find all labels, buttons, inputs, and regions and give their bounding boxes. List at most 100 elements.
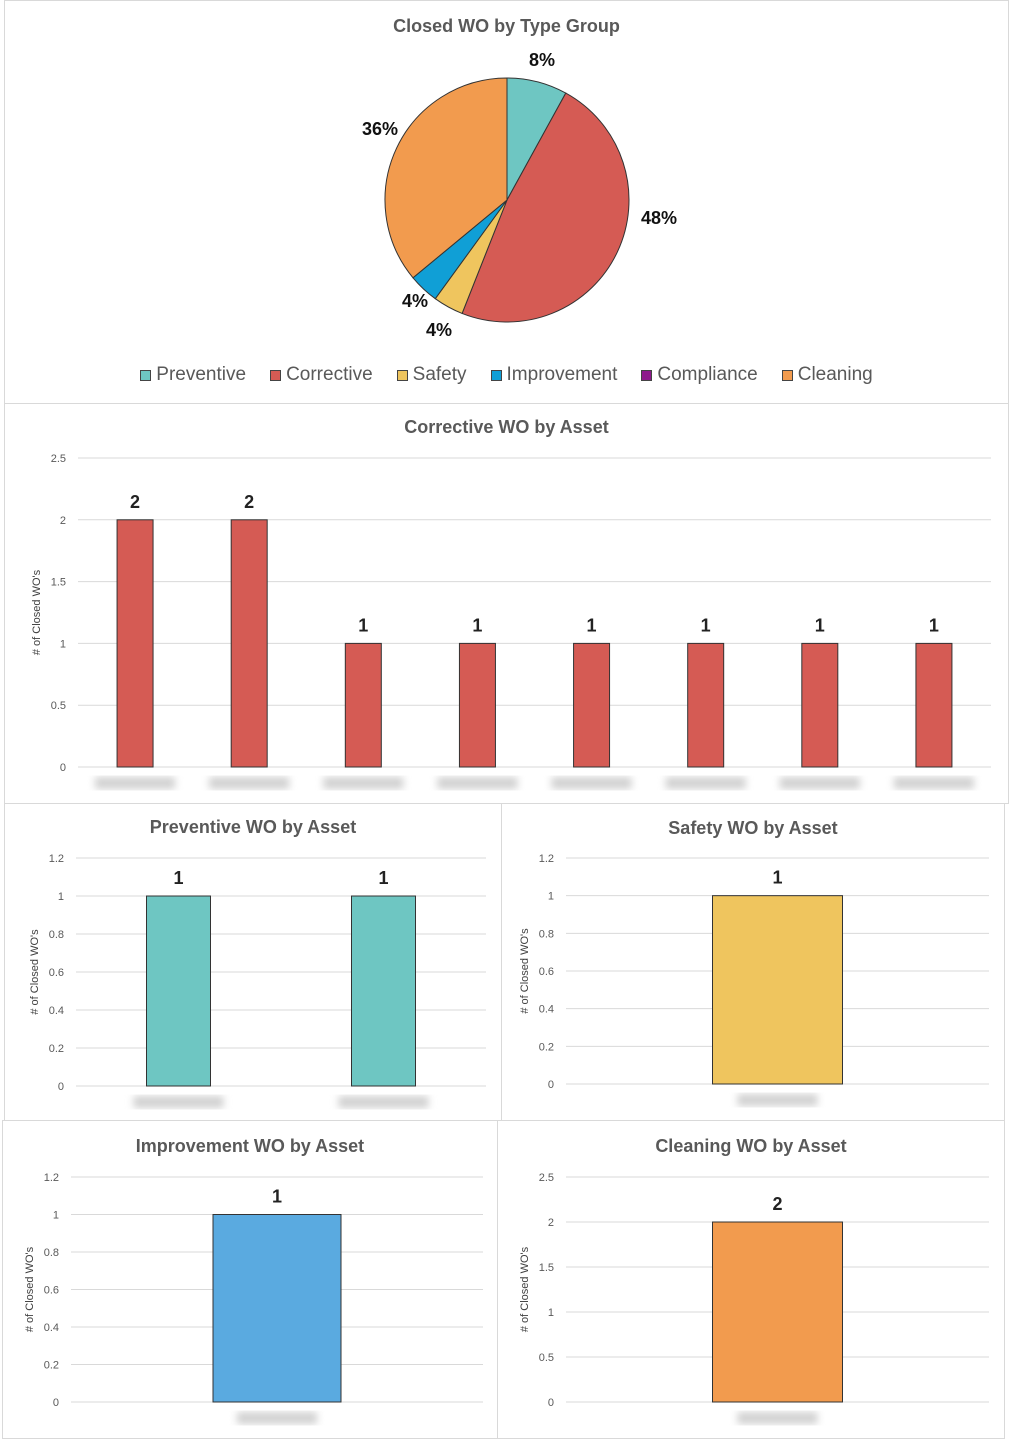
legend-label: Corrective: [286, 364, 373, 385]
data-label: 2: [772, 1194, 782, 1214]
y-axis-title: # of Closed WO's: [29, 929, 41, 1015]
y-tick-label: 0: [58, 1081, 64, 1093]
bar: [351, 895, 416, 1087]
data-label: 4%: [426, 320, 452, 340]
y-tick-label: 0: [548, 1079, 554, 1091]
legend-item: Preventive: [140, 364, 246, 386]
chart-title: Cleaning WO by Asset: [655, 1136, 847, 1156]
x-tick-label-blurred: [209, 777, 290, 789]
y-tick-label: 1.2: [44, 1172, 59, 1184]
cleaning-bar-chart: 0 0.5 1 1.5 2 2.5 # of Closed WO's 2: [519, 1172, 989, 1424]
data-label: 1: [701, 615, 711, 635]
y-tick-label: 1: [548, 891, 554, 903]
y-axis-title: # of Closed WO's: [24, 1246, 36, 1332]
legend-label: Preventive: [156, 364, 247, 385]
y-tick-label: 0.8: [44, 1247, 59, 1259]
y-tick-label: 0.8: [539, 928, 554, 940]
data-label: 1: [587, 615, 597, 635]
data-label: 1: [358, 615, 368, 635]
data-label: 1: [929, 615, 939, 635]
cleaning-panel: Cleaning WO by Asset 0 0.5 1 1.5 2 2.5 # of Cl…: [497, 1120, 1005, 1439]
y-tick-label: 0: [548, 1397, 554, 1409]
legend-swatch: [270, 369, 282, 381]
y-tick-label: 1: [53, 1210, 59, 1222]
chart-title: Safety WO by Asset: [668, 818, 838, 838]
x-tick-label-blurred: [665, 777, 746, 789]
corrective-bar-chart: 0 0.5 1 1.5 2 2.5 # of Closed WO's 2 2 1 1 1 1 1 1: [31, 453, 991, 789]
y-tick-label: 0.2: [539, 1041, 554, 1053]
y-tick-label: 2.5: [539, 1172, 554, 1184]
pie-slice-cleaning: [384, 77, 508, 279]
pie-chart: 8% 48% 4% 4% 36%: [362, 50, 677, 340]
y-axis-title: # of Closed WO's: [519, 1246, 531, 1332]
x-tick-label-blurred: [737, 1094, 818, 1106]
safety-bar-chart: 0 0.2 0.4 0.6 0.8 1 1.2 # of Closed WO's 1: [519, 853, 989, 1106]
bar: [458, 642, 496, 768]
data-label: 1: [272, 1187, 282, 1207]
y-tick-label: 1: [548, 1307, 554, 1319]
bar: [801, 642, 839, 768]
x-tick-label-blurred: [779, 777, 860, 789]
y-tick-label: 0.2: [44, 1360, 59, 1372]
data-label: 4%: [402, 291, 428, 311]
data-label: 36%: [362, 119, 398, 139]
bar: [712, 1221, 843, 1403]
bar: [146, 895, 211, 1087]
preventive-bar-chart: 0 0.2 0.4 0.6 0.8 1 1.2 # of Closed WO's 1 1: [29, 853, 486, 1108]
y-tick-label: 0.5: [539, 1352, 554, 1364]
legend-item: Safety: [396, 364, 467, 386]
pie-panel: Closed WO by Type Group 8% 48% 4% 4% 36% Pre…: [4, 0, 1009, 404]
y-tick-label: 2: [60, 515, 66, 527]
data-label: 1: [815, 615, 825, 635]
legend-item: Compliance: [641, 364, 758, 386]
data-label: 1: [173, 868, 183, 888]
chart-title: Closed WO by Type Group: [393, 16, 620, 36]
data-label: 1: [378, 868, 388, 888]
x-tick-label-blurred: [95, 777, 176, 789]
x-tick-label-blurred: [893, 777, 974, 789]
y-tick-label: 0.6: [49, 967, 64, 979]
chart-title: Improvement WO by Asset: [135, 1136, 365, 1156]
bar: [573, 642, 611, 768]
legend-item: Improvement: [490, 364, 618, 386]
x-tick-label-blurred: [737, 1412, 818, 1424]
y-tick-label: 2.5: [51, 453, 66, 465]
data-label: 2: [244, 492, 254, 512]
y-tick-label: 1.2: [49, 853, 64, 865]
bar: [116, 519, 154, 768]
data-label: 1: [772, 868, 782, 888]
legend-item: Corrective: [270, 364, 373, 386]
improvement-panel: Improvement WO by Asset 0 0.2 0.4 0.6 0.8 1 1.…: [2, 1120, 498, 1439]
y-tick-label: 2: [548, 1217, 554, 1229]
legend-swatch: [641, 369, 653, 381]
legend-label: Safety: [412, 364, 467, 385]
legend-swatch: [140, 369, 152, 381]
legend-label: Improvement: [506, 364, 618, 385]
y-tick-label: 0.6: [44, 1285, 59, 1297]
improvement-bar-chart: 0 0.2 0.4 0.6 0.8 1 1.2 # of Closed WO's 1: [24, 1172, 483, 1424]
bar: [712, 895, 843, 1085]
y-tick-label: 1: [58, 891, 64, 903]
y-axis-title: # of Closed WO's: [31, 569, 43, 655]
chart-title: Preventive WO by Asset: [149, 817, 357, 837]
data-label: 48%: [641, 208, 677, 228]
data-label: 8%: [529, 50, 555, 70]
bar: [344, 642, 382, 768]
y-tick-label: 0.6: [539, 966, 554, 978]
legend-item: Cleaning: [781, 364, 873, 386]
y-tick-label: 0.4: [44, 1322, 59, 1334]
y-tick-label: 0.8: [49, 929, 64, 941]
legend-label: Compliance: [657, 364, 758, 385]
data-label: 1: [472, 615, 482, 635]
chart-title: Corrective WO by Asset: [404, 417, 609, 437]
y-tick-label: 0.4: [539, 1004, 554, 1016]
y-tick-label: 1.5: [51, 577, 66, 589]
corrective-panel: Corrective WO by Asset 0 0.5 1 1.5 2 2.5 # of …: [4, 403, 1009, 804]
bar: [230, 519, 268, 768]
y-tick-label: 0.5: [51, 700, 66, 712]
pie-slice-corrective: [461, 92, 630, 323]
x-tick-label-blurred: [338, 1096, 429, 1108]
y-axis-title: # of Closed WO's: [519, 928, 531, 1014]
y-tick-label: 0.4: [49, 1005, 64, 1017]
preventive-panel: Preventive WO by Asset 0 0.2 0.4 0.6 0.8 1 1.2…: [4, 803, 502, 1121]
